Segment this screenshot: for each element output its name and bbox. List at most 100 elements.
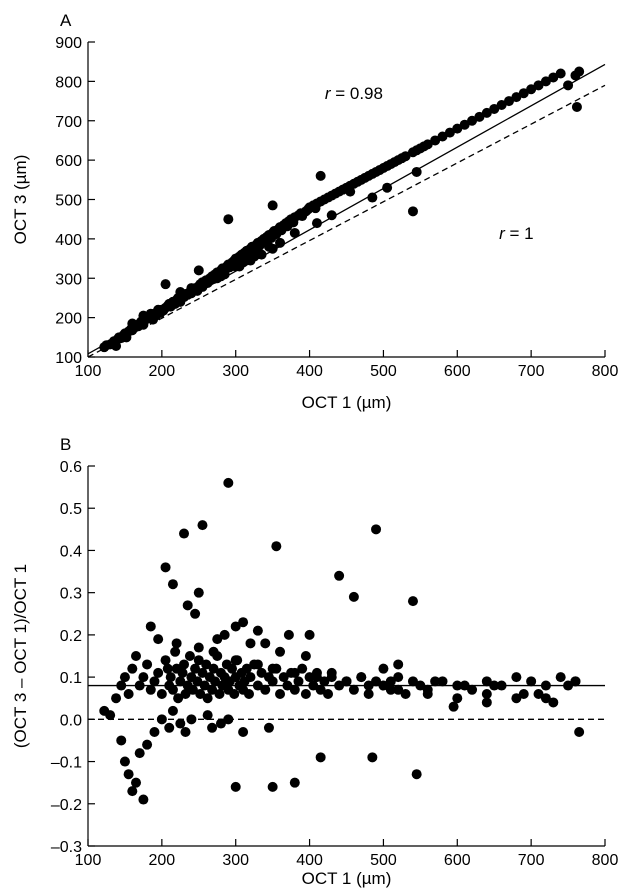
- data-point: [563, 80, 574, 91]
- data-point: [385, 676, 396, 687]
- data-point: [193, 642, 204, 653]
- data-point: [481, 689, 492, 699]
- data-point: [407, 596, 418, 607]
- data-point: [300, 651, 311, 661]
- x-tick-label: 200: [149, 852, 176, 869]
- data-point: [145, 308, 156, 319]
- data-point: [142, 739, 153, 750]
- data-point: [275, 689, 286, 699]
- data-point: [202, 277, 213, 288]
- y-tick-label: 700: [55, 114, 82, 131]
- data-point: [190, 663, 201, 674]
- data-point: [167, 296, 178, 307]
- data-point: [267, 781, 278, 792]
- data-point: [430, 135, 441, 146]
- data-point: [167, 684, 178, 695]
- data-point: [367, 192, 378, 203]
- data-point: [186, 283, 197, 294]
- data-point: [202, 710, 213, 721]
- panel-a: A 100 200 300 400 500 600 700 800 100 200 300 400 500…: [11, 11, 618, 412]
- data-point: [175, 718, 186, 729]
- data-point: [496, 100, 507, 110]
- data-point: [187, 684, 198, 695]
- data-point: [407, 206, 418, 217]
- x-tick-label: 600: [444, 363, 471, 380]
- data-point: [193, 655, 204, 666]
- data-point: [563, 680, 574, 691]
- data-point: [193, 587, 204, 598]
- y-tick-label: 600: [55, 153, 82, 170]
- data-point: [570, 676, 581, 687]
- data-point: [142, 659, 153, 670]
- x-tick-label: 100: [75, 363, 102, 380]
- data-point: [378, 680, 389, 691]
- data-point: [177, 667, 188, 678]
- data-point: [131, 777, 142, 788]
- data-point: [422, 689, 433, 699]
- data-point: [437, 131, 448, 142]
- data-point: [223, 477, 234, 488]
- data-point: [315, 752, 326, 763]
- data-point: [481, 107, 492, 118]
- data-point: [227, 663, 238, 674]
- data-point: [249, 251, 260, 262]
- data-point: [123, 689, 134, 699]
- data-point: [518, 88, 529, 99]
- data-point: [207, 684, 218, 695]
- data-point: [315, 170, 326, 181]
- data-point: [153, 304, 164, 315]
- y-tick-label: –0.3: [51, 839, 82, 856]
- data-point: [289, 227, 300, 238]
- data-point: [548, 72, 559, 83]
- data-point: [430, 676, 441, 687]
- x-tick-label: 200: [149, 363, 176, 380]
- data-point: [540, 693, 551, 704]
- data-point: [345, 186, 356, 197]
- data-point: [238, 727, 249, 737]
- panel-b: B 100 200 300 400 500 600 700 800 –0.3 –0.2 –0.1 0.0…: [11, 435, 618, 888]
- data-point: [367, 752, 378, 763]
- y-tick-label: 0.3: [60, 586, 82, 603]
- data-point: [452, 123, 463, 134]
- data-point: [297, 663, 308, 674]
- data-point: [356, 672, 367, 683]
- data-point: [192, 676, 203, 687]
- data-point: [334, 680, 345, 691]
- data-point: [393, 659, 404, 670]
- data-point: [175, 676, 186, 687]
- data-point: [138, 794, 149, 805]
- data-point: [186, 714, 197, 725]
- data-point: [452, 693, 463, 704]
- data-point: [467, 115, 478, 126]
- data-point: [134, 680, 145, 691]
- y-tick-label: 400: [55, 232, 82, 249]
- data-point: [230, 655, 241, 666]
- data-point: [241, 663, 252, 674]
- data-point: [182, 600, 193, 611]
- data-point: [267, 200, 278, 211]
- data-point: [518, 689, 529, 699]
- data-point: [145, 621, 156, 632]
- data-point: [190, 608, 201, 619]
- data-point: [393, 672, 404, 683]
- data-point: [260, 638, 271, 649]
- data-point: [219, 629, 230, 640]
- y-tick-label: 800: [55, 74, 82, 91]
- data-point: [481, 676, 492, 687]
- data-point: [574, 66, 585, 77]
- data-point: [197, 667, 208, 678]
- data-point: [319, 676, 330, 687]
- data-point: [230, 781, 241, 792]
- y-tick-label: –0.2: [51, 797, 82, 814]
- data-point: [289, 667, 300, 678]
- data-point: [170, 646, 181, 657]
- data-point: [283, 629, 294, 640]
- correlation-label: r = 0.98: [325, 84, 383, 103]
- data-point: [207, 722, 218, 733]
- data-point: [555, 672, 566, 683]
- data-point: [275, 646, 286, 657]
- data-point: [252, 625, 263, 636]
- data-point: [437, 676, 448, 687]
- data-point: [223, 214, 234, 225]
- x-tick-label: 700: [518, 852, 545, 869]
